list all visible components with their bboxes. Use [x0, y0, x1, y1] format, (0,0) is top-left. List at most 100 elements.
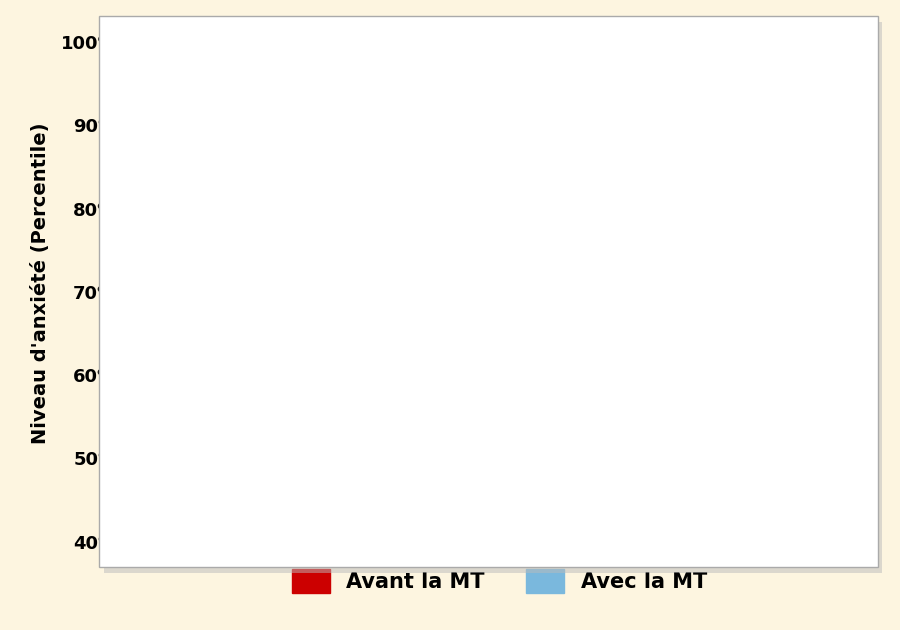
Bar [319, 470, 378, 471]
Bar [319, 513, 378, 514]
Bar [319, 504, 378, 505]
Bar [319, 458, 378, 459]
Bar [319, 406, 378, 407]
Bar [319, 521, 378, 522]
Bar [319, 511, 378, 512]
Bar [319, 410, 378, 411]
Bar [319, 411, 378, 412]
Bar [319, 518, 378, 519]
Bar [319, 409, 378, 410]
Bar [319, 404, 378, 405]
Bar [319, 483, 378, 484]
Bar [319, 520, 378, 521]
Bar [319, 448, 378, 449]
Bar [319, 474, 378, 475]
Bar [319, 463, 378, 464]
Y-axis label: Niveau d'anxiété (Percentile): Niveau d'anxiété (Percentile) [31, 123, 50, 444]
Bar [319, 392, 378, 393]
Bar [319, 462, 378, 463]
Bar [319, 433, 378, 434]
Bar [319, 400, 378, 401]
Bar [319, 428, 378, 429]
Bar [319, 396, 378, 397]
Bar [319, 533, 378, 534]
Bar [319, 439, 378, 440]
Bar [319, 443, 378, 444]
Bar [319, 434, 378, 435]
Bar [319, 464, 378, 466]
Bar [319, 530, 378, 531]
Bar [319, 472, 378, 474]
Bar [319, 440, 378, 441]
Bar [319, 515, 378, 517]
Bar [319, 481, 378, 482]
Bar [319, 501, 378, 502]
Bar [319, 467, 378, 468]
Bar [319, 429, 378, 430]
Bar [319, 418, 378, 419]
Bar [319, 452, 378, 454]
Bar [319, 522, 378, 523]
Bar [319, 457, 378, 458]
Bar [319, 461, 378, 462]
Bar [319, 460, 378, 461]
Bar [319, 456, 378, 457]
Bar [319, 408, 378, 409]
Bar [319, 503, 378, 504]
Bar [319, 479, 378, 480]
Bar [319, 509, 378, 510]
Bar [319, 442, 378, 443]
Bar [319, 421, 378, 422]
Bar [319, 538, 378, 539]
Bar [319, 507, 378, 508]
Bar [319, 498, 378, 499]
Bar [319, 419, 378, 420]
Bar [319, 476, 378, 478]
Bar [319, 469, 378, 470]
Bar [319, 506, 378, 507]
Bar [319, 478, 378, 479]
Bar [319, 449, 378, 450]
Bar [319, 405, 378, 406]
Bar [319, 398, 378, 399]
Bar [319, 537, 378, 538]
Bar [319, 493, 378, 494]
Bar [319, 401, 378, 403]
Bar [319, 447, 378, 448]
Bar [319, 487, 378, 488]
Bar [319, 450, 378, 451]
Bar [319, 535, 378, 536]
Bar [319, 397, 378, 398]
Bar [319, 441, 378, 442]
Bar [319, 422, 378, 423]
Bar [319, 426, 378, 427]
Bar [319, 517, 378, 518]
Bar [319, 459, 378, 460]
Bar [319, 427, 378, 428]
Bar [319, 446, 378, 447]
Bar [319, 454, 378, 455]
Bar [319, 534, 378, 535]
Bar [319, 435, 378, 436]
Bar [319, 482, 378, 483]
Bar [319, 536, 378, 537]
Bar [319, 514, 378, 515]
Bar [319, 412, 378, 413]
Bar [319, 519, 378, 520]
Bar [319, 466, 378, 467]
Bar [319, 532, 378, 533]
Bar [319, 423, 378, 424]
Bar [319, 480, 378, 481]
Bar [319, 527, 378, 529]
Bar [319, 505, 378, 506]
Bar [248, 125, 307, 542]
Bar [319, 486, 378, 487]
Bar [319, 437, 378, 438]
Bar [319, 445, 378, 446]
Bar [621, 375, 680, 542]
Bar [319, 499, 378, 500]
Bar [319, 425, 378, 426]
Bar [319, 468, 378, 469]
Bar [319, 475, 378, 476]
Bar [319, 529, 378, 530]
